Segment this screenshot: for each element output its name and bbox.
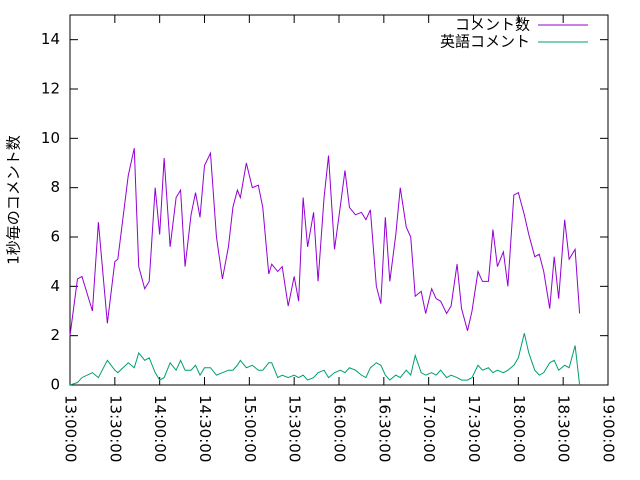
x-tick-label: 16:00:00 [331,395,349,462]
legend-label: コメント数 [455,16,530,34]
x-tick-label: 13:00:00 [62,395,80,462]
y-axis-label: 1秒毎のコメント数 [5,135,23,265]
plot-frame [69,14,609,386]
x-tick-label: 16:30:00 [375,395,393,462]
y-tick-label: 6 [50,228,60,246]
x-tick-label: 14:30:00 [196,395,214,462]
y-tick-label: 0 [50,376,60,394]
x-tick-label: 17:30:00 [465,395,483,462]
x-tick-label: 19:00:00 [600,395,618,462]
x-tick-label: 15:30:00 [286,395,304,462]
series-line [69,333,581,386]
x-tick-label: 18:30:00 [555,395,573,462]
x-tick-label: 15:00:00 [241,395,259,462]
y-tick-label: 14 [41,30,60,48]
y-tick-label: 2 [50,326,60,344]
y-tick-label: 4 [50,277,60,295]
x-tick-label: 17:00:00 [420,395,438,462]
x-tick-label: 18:00:00 [510,395,528,462]
y-tick-label: 10 [41,129,60,147]
series-line [69,148,581,336]
y-tick-label: 12 [41,80,60,98]
y-tick-label: 8 [50,178,60,196]
legend-label: 英語コメント [440,33,530,51]
x-tick-label: 13:30:00 [106,395,124,462]
x-tick-label: 14:00:00 [151,395,169,462]
